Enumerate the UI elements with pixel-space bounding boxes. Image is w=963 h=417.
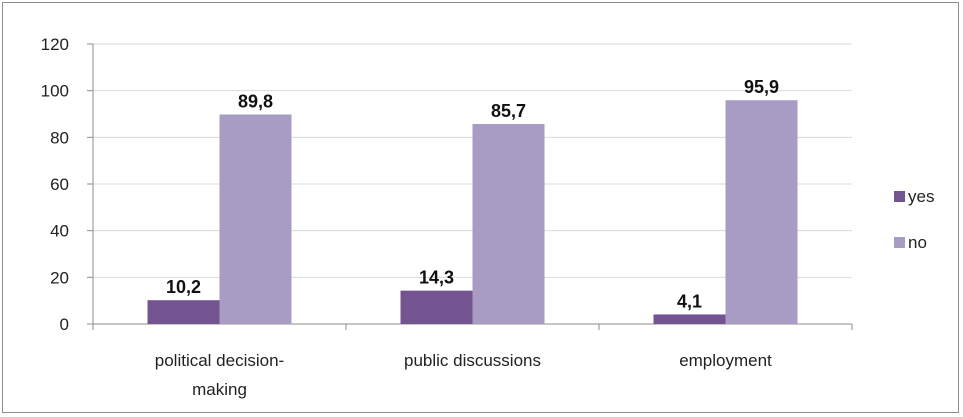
data-label: 89,8 [238,91,273,111]
bar-no [725,100,798,324]
data-label: 14,3 [419,268,454,288]
bar-yes [653,314,726,324]
data-label: 4,1 [677,291,702,311]
y-tick-label: 40 [50,222,69,241]
legend-swatch-no [894,237,905,248]
data-label: 85,7 [491,101,526,121]
y-tick-label: 100 [41,82,69,101]
y-tick-label: 20 [50,268,69,287]
y-tick-label: 60 [50,175,69,194]
y-tick-label: 80 [50,128,69,147]
category-label: making [192,380,247,399]
legend-swatch-yes [894,191,905,202]
legend-label-yes: yes [908,187,934,206]
y-tick-label: 0 [60,315,69,334]
data-label: 10,2 [166,277,201,297]
bar-yes [147,300,220,324]
category-label: employment [679,351,772,370]
data-label: 95,9 [744,77,779,97]
legend-label-no: no [908,233,927,252]
category-label: political decision- [155,351,284,370]
bar-yes [400,290,473,324]
y-tick-label: 120 [41,35,69,54]
category-label: public discussions [404,351,541,370]
bar-no [472,124,545,325]
bar-no [219,114,292,324]
